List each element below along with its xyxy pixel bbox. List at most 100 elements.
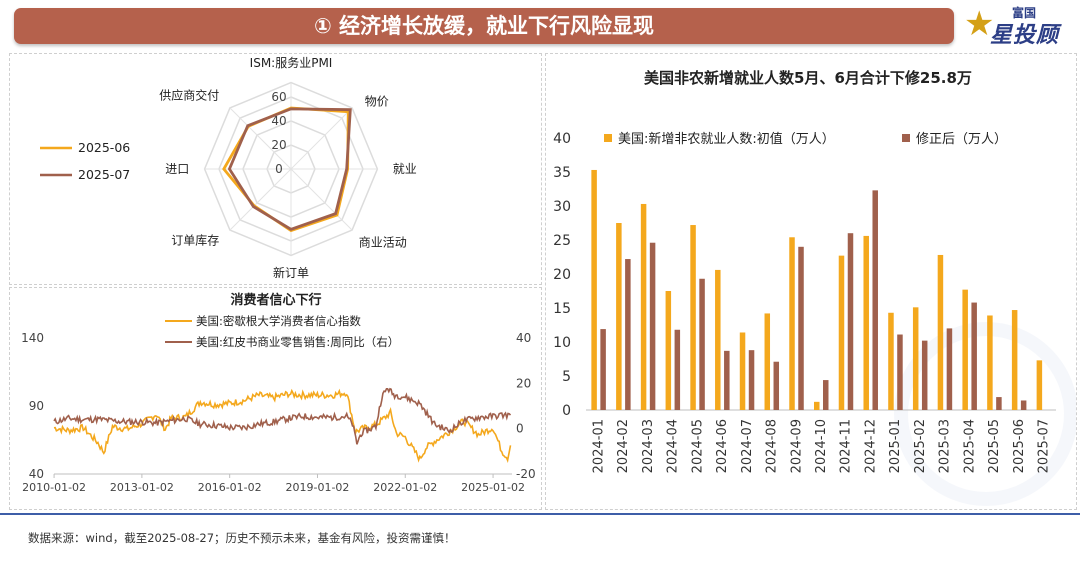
bar [847, 233, 854, 410]
radar-axis-label: 商业活动 [359, 235, 407, 250]
bar [739, 332, 746, 410]
bar [773, 361, 780, 410]
page-title: ① 经济增长放缓，就业下行风险显现 [313, 14, 655, 38]
radar-spoke [229, 168, 292, 231]
x-tick-label: 2024-03 [641, 419, 656, 473]
legend-label: 美国:密歇根大学消费者信心指数 [196, 314, 361, 328]
bar [715, 269, 721, 410]
bar [962, 289, 968, 410]
y-left-tick-label: 90 [29, 399, 44, 413]
x-tick-label: 2024-06 [715, 419, 730, 473]
watermark-logo [894, 322, 1078, 506]
legend-label: 2025-07 [78, 167, 130, 182]
bar [674, 329, 681, 410]
logo-main-text: 星投顾 [990, 23, 1060, 48]
x-tick-label: 2025-04 [962, 419, 977, 473]
bar [921, 340, 928, 410]
bar [798, 246, 804, 410]
bar [764, 313, 771, 410]
x-tick-label: 2024-07 [740, 419, 755, 473]
bar [971, 302, 977, 410]
bar [649, 242, 656, 410]
footer-note: 数据来源：wind，截至2025-08-27；历史不预示未来，基金有风险，投资需… [28, 531, 456, 545]
logo-top-text: 富国 [1012, 6, 1037, 20]
x-tick-label: 2024-01 [591, 419, 606, 473]
radar-axis-label: 物价 [365, 94, 389, 108]
radar-axis-label: 进口 [165, 162, 189, 176]
bar [640, 203, 647, 410]
x-tick-label: 2016-01-02 [198, 481, 262, 494]
radar-axis-label: 供应商交付 [159, 87, 219, 102]
bar [814, 401, 820, 410]
chart-title: 消费者信心下行 [230, 292, 321, 308]
y-right-tick-label: 40 [516, 331, 531, 345]
radar-tick-label: 0 [275, 162, 283, 176]
x-tick-label: 2024-12 [863, 419, 878, 473]
series-line [53, 387, 512, 445]
legend-label: 2025-06 [78, 140, 130, 155]
bar [996, 397, 1002, 410]
y-tick-label: 35 [553, 165, 571, 181]
bar [897, 334, 903, 410]
y-tick-label: 40 [553, 131, 571, 147]
bar [912, 307, 919, 410]
radar-tick-label: 20 [271, 138, 286, 152]
radar-axis-label: ISM:服务业PMI [250, 55, 333, 70]
radar-tick-label: 60 [271, 90, 286, 104]
bar [591, 169, 597, 410]
legend-label: 修正后（万人） [916, 132, 1007, 147]
bar [1020, 400, 1027, 410]
x-tick-label: 2019-01-02 [286, 481, 350, 494]
x-tick-label: 2025-01-02 [461, 481, 525, 494]
radar-chart-panel: ISM:服务业PMI 物价 就业 商业活动 新订单 订单库存 进口 供应商交付 0 20 40 60… [9, 53, 542, 285]
bar [937, 254, 944, 410]
bar [748, 350, 755, 410]
x-tick-label: 2024-09 [789, 419, 804, 473]
x-tick-label: 2024-11 [839, 419, 854, 473]
bar [872, 190, 878, 410]
y-tick-label: 30 [553, 199, 571, 215]
bar [888, 312, 894, 410]
x-tick-label: 2025-05 [987, 419, 1002, 473]
y-right-tick-label: 0 [516, 422, 524, 436]
x-tick-label: 2010-01-02 [22, 481, 86, 494]
bar [823, 380, 829, 410]
radar-spoke [229, 107, 292, 170]
radar-series-line [227, 107, 352, 231]
y-tick-label: 5 [562, 369, 571, 385]
star-icon: ★ [964, 4, 995, 44]
x-tick-label: 2025-06 [1012, 419, 1027, 473]
y-left-tick-label: 140 [21, 331, 44, 345]
consumer-confidence-chart: 消费者信心下行 美国:密歇根大学消费者信心指数美国:红皮书商业零售销售:周同比（… [21, 292, 536, 494]
x-tick-label: 2025-01 [888, 419, 903, 473]
x-tick-label: 2024-02 [616, 419, 631, 473]
y-tick-label: 20 [553, 267, 571, 283]
bar [690, 225, 696, 410]
footer-divider [0, 513, 1080, 515]
payroll-chart-panel: 美国非农新增就业人数5月、6月合计下修25.8万 美国:新增非农就业人数:初值（… [545, 53, 1078, 510]
y-tick-label: 25 [553, 233, 571, 249]
radar-spoke [290, 168, 353, 231]
legend-label: 美国:红皮书商业零售销售:周同比（右） [196, 335, 399, 349]
bar [600, 329, 606, 410]
x-tick-label: 2025-03 [938, 419, 953, 473]
radar-axis-label: 新订单 [273, 265, 309, 280]
series-line [53, 388, 512, 463]
brand-logo: ★ 富国 星投顾 [962, 2, 1074, 48]
legend-label: 美国:新增非农就业人数:初值（万人） [618, 131, 835, 147]
chart-title: 美国非农新增就业人数5月、6月合计下修25.8万 [644, 69, 972, 87]
bar [863, 235, 869, 410]
y-tick-label: 10 [553, 335, 571, 351]
bar [838, 255, 845, 410]
bar [665, 291, 672, 410]
radar-axis-label: 订单库存 [171, 233, 219, 248]
x-tick-label: 2024-04 [666, 419, 681, 473]
x-tick-label: 2024-08 [765, 419, 780, 473]
y-right-tick-label: 20 [516, 376, 531, 390]
x-tick-label: 2024-05 [690, 419, 705, 473]
bar [1011, 310, 1018, 410]
x-tick-label: 2022-01-02 [373, 481, 437, 494]
legend-swatch [604, 134, 612, 142]
legend-swatch [902, 134, 910, 142]
bar [616, 223, 622, 410]
